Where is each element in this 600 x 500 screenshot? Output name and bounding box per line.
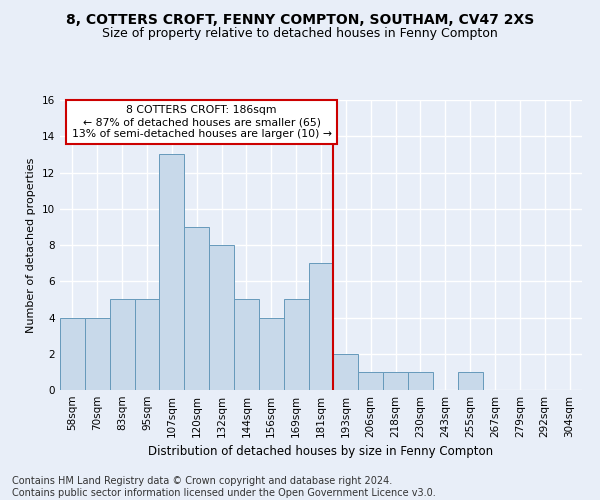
Bar [110, 300, 134, 390]
Bar [334, 354, 358, 390]
Bar [458, 372, 482, 390]
X-axis label: Distribution of detached houses by size in Fenny Compton: Distribution of detached houses by size … [148, 446, 494, 458]
Bar [358, 372, 383, 390]
Bar [209, 245, 234, 390]
Bar [60, 318, 85, 390]
Bar [184, 227, 209, 390]
Text: 8 COTTERS CROFT: 186sqm
← 87% of detached houses are smaller (65)
13% of semi-de: 8 COTTERS CROFT: 186sqm ← 87% of detache… [71, 106, 332, 138]
Text: Contains HM Land Registry data © Crown copyright and database right 2024.
Contai: Contains HM Land Registry data © Crown c… [12, 476, 436, 498]
Bar [134, 300, 160, 390]
Bar [383, 372, 408, 390]
Text: 8, COTTERS CROFT, FENNY COMPTON, SOUTHAM, CV47 2XS: 8, COTTERS CROFT, FENNY COMPTON, SOUTHAM… [66, 12, 534, 26]
Bar [85, 318, 110, 390]
Bar [259, 318, 284, 390]
Bar [308, 263, 334, 390]
Y-axis label: Number of detached properties: Number of detached properties [26, 158, 37, 332]
Text: Size of property relative to detached houses in Fenny Compton: Size of property relative to detached ho… [102, 28, 498, 40]
Bar [160, 154, 184, 390]
Bar [234, 300, 259, 390]
Bar [408, 372, 433, 390]
Bar [284, 300, 308, 390]
